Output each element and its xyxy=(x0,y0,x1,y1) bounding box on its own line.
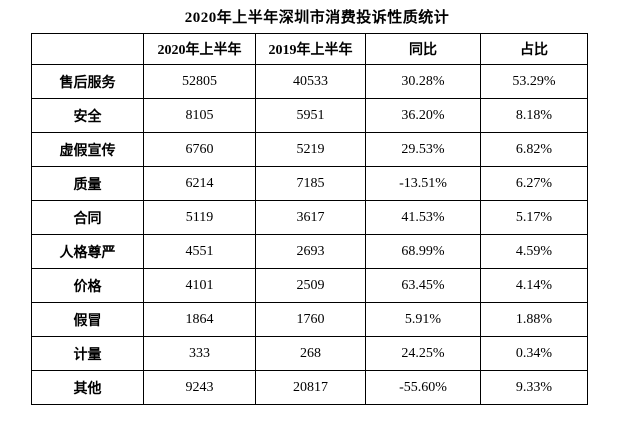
value-cell: 9243 xyxy=(143,370,256,405)
value-cell: 53.29% xyxy=(480,64,588,99)
table-row: 人格尊严 4551 2693 68.99% 4.59% xyxy=(31,234,588,269)
value-cell: 2693 xyxy=(255,234,366,269)
row-label-cell: 计量 xyxy=(31,336,144,371)
value-cell: -55.60% xyxy=(365,370,481,405)
table-row: 计量 333 268 24.25% 0.34% xyxy=(31,336,588,371)
value-cell: 4.14% xyxy=(480,268,588,303)
value-cell: 4.59% xyxy=(480,234,588,269)
table-row: 安全 8105 5951 36.20% 8.18% xyxy=(31,98,588,133)
table-body: 售后服务 52805 40533 30.28% 53.29% 安全 8105 5951 36.2… xyxy=(31,64,588,405)
table-row: 假冒 1864 1760 5.91% 1.88% xyxy=(31,302,588,337)
table-row: 虚假宣传 6760 5219 29.53% 6.82% xyxy=(31,132,588,167)
table-row: 合同 5119 3617 41.53% 5.17% xyxy=(31,200,588,235)
value-cell: 2509 xyxy=(255,268,366,303)
value-cell: 0.34% xyxy=(480,336,588,371)
value-cell: 30.28% xyxy=(365,64,481,99)
row-label-cell: 售后服务 xyxy=(31,64,144,99)
value-cell: 6760 xyxy=(143,132,256,167)
table-row: 售后服务 52805 40533 30.28% 53.29% xyxy=(31,64,588,99)
value-cell: 268 xyxy=(255,336,366,371)
header-cell: 2020年上半年 xyxy=(143,33,256,65)
row-label-cell: 虚假宣传 xyxy=(31,132,144,167)
row-label-cell: 质量 xyxy=(31,166,144,201)
value-cell: 9.33% xyxy=(480,370,588,405)
value-cell: 24.25% xyxy=(365,336,481,371)
value-cell: 36.20% xyxy=(365,98,481,133)
row-label-cell: 合同 xyxy=(31,200,144,235)
value-cell: 1864 xyxy=(143,302,256,337)
value-cell: 20817 xyxy=(255,370,366,405)
header-row: 2020年上半年 2019年上半年 同比 占比 xyxy=(31,33,588,65)
value-cell: 8.18% xyxy=(480,98,588,133)
row-label-cell: 假冒 xyxy=(31,302,144,337)
value-cell: 5119 xyxy=(143,200,256,235)
row-label-cell: 其他 xyxy=(31,370,144,405)
row-label-cell: 安全 xyxy=(31,98,144,133)
value-cell: 3617 xyxy=(255,200,366,235)
value-cell: 6.27% xyxy=(480,166,588,201)
page-title: 2020年上半年深圳市消费投诉性质统计 xyxy=(184,10,450,26)
value-cell: 4101 xyxy=(143,268,256,303)
table-row: 价格 4101 2509 63.45% 4.14% xyxy=(31,268,588,303)
row-label-cell: 价格 xyxy=(31,268,144,303)
value-cell: 41.53% xyxy=(365,200,481,235)
header-cell: 2019年上半年 xyxy=(255,33,366,65)
value-cell: 6.82% xyxy=(480,132,588,167)
value-cell: 7185 xyxy=(255,166,366,201)
value-cell: 52805 xyxy=(143,64,256,99)
header-cell: 占比 xyxy=(480,33,588,65)
table-header: 2020年上半年 2019年上半年 同比 占比 xyxy=(31,33,588,65)
table-row: 其他 9243 20817 -55.60% 9.33% xyxy=(31,370,588,405)
value-cell: 5951 xyxy=(255,98,366,133)
value-cell: 6214 xyxy=(143,166,256,201)
value-cell: 4551 xyxy=(143,234,256,269)
value-cell: -13.51% xyxy=(365,166,481,201)
header-cell-corner xyxy=(31,33,144,65)
value-cell: 29.53% xyxy=(365,132,481,167)
value-cell: 68.99% xyxy=(365,234,481,269)
row-label-cell: 人格尊严 xyxy=(31,234,144,269)
value-cell: 1.88% xyxy=(480,302,588,337)
value-cell: 63.45% xyxy=(365,268,481,303)
table-row: 质量 6214 7185 -13.51% 6.27% xyxy=(31,166,588,201)
value-cell: 333 xyxy=(143,336,256,371)
value-cell: 40533 xyxy=(255,64,366,99)
value-cell: 5219 xyxy=(255,132,366,167)
value-cell: 5.17% xyxy=(480,200,588,235)
complaints-statistics-table: 2020年上半年 2019年上半年 同比 占比 售后服务 52805 40533 30.28… xyxy=(31,33,588,405)
value-cell: 5.91% xyxy=(365,302,481,337)
value-cell: 8105 xyxy=(143,98,256,133)
header-cell: 同比 xyxy=(365,33,481,65)
value-cell: 1760 xyxy=(255,302,366,337)
